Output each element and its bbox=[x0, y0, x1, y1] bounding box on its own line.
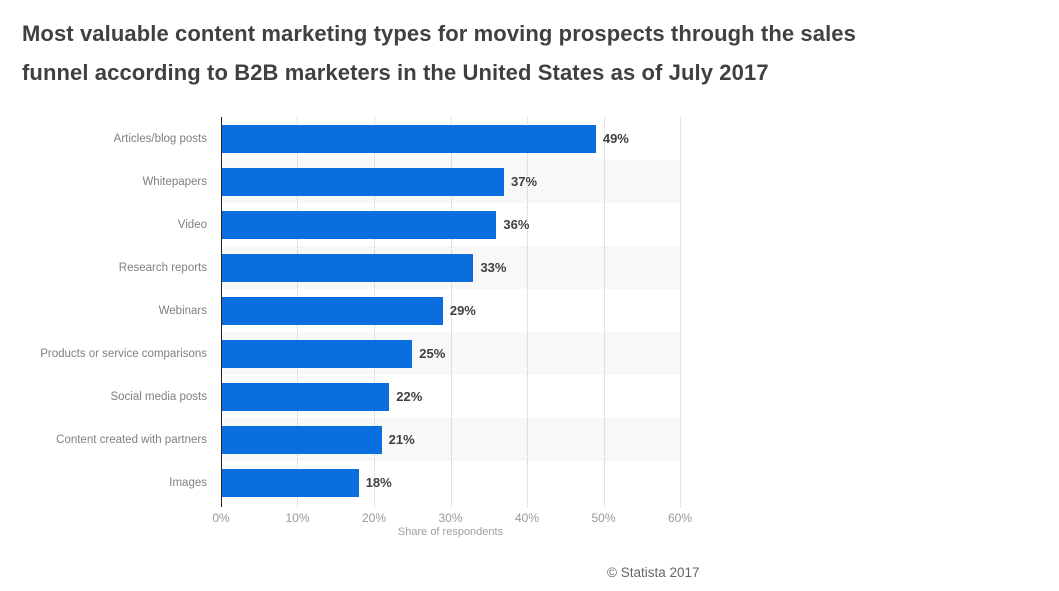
value-label: 21% bbox=[388, 432, 415, 447]
bar-track: 33% bbox=[221, 246, 680, 289]
copyright-note: © Statista 2017 bbox=[607, 565, 700, 580]
category-label: Video bbox=[177, 218, 207, 231]
tick-label: 30% bbox=[438, 511, 463, 525]
bar bbox=[221, 167, 505, 196]
chart-row: Research reports 33% bbox=[0, 246, 681, 289]
tick-label: 0% bbox=[212, 511, 230, 525]
value-label: 49% bbox=[602, 131, 629, 146]
bar-track: 21% bbox=[221, 418, 680, 461]
value-label: 25% bbox=[419, 346, 446, 361]
bar-track: 49% bbox=[221, 117, 680, 160]
category-label: Articles/blog posts bbox=[113, 132, 207, 145]
chart-title-line-1: Most valuable content marketing types fo… bbox=[22, 21, 856, 46]
bar-track: 22% bbox=[221, 375, 680, 418]
bar bbox=[221, 253, 474, 282]
x-axis-label: Share of respondents bbox=[397, 526, 504, 538]
bar bbox=[221, 425, 382, 454]
bar-track: 29% bbox=[221, 289, 680, 332]
chart-title-line-2: funnel according to B2B marketers in the… bbox=[22, 60, 769, 85]
category-label: Whitepapers bbox=[142, 175, 207, 188]
y-axis-line bbox=[221, 117, 222, 507]
bar bbox=[221, 124, 596, 153]
chart-title: Most valuable content marketing types fo… bbox=[0, 0, 1059, 92]
bar bbox=[221, 382, 390, 411]
category-label: Social media posts bbox=[110, 390, 207, 403]
tick-label: 50% bbox=[591, 511, 616, 525]
bar-track: 37% bbox=[221, 160, 680, 203]
tick-label: 60% bbox=[667, 511, 693, 525]
chart-row: Images 18% bbox=[0, 461, 681, 504]
bar bbox=[221, 210, 497, 239]
chart-row: Video 36% bbox=[0, 203, 681, 246]
x-axis-ticks: 0% 10% 20% 30% 40% 50% 60% bbox=[212, 504, 692, 525]
chart-row: Products or service comparisons 25% bbox=[0, 332, 681, 375]
bar-track: 25% bbox=[221, 332, 680, 375]
value-label: 36% bbox=[503, 217, 530, 232]
category-label: Content created with partners bbox=[56, 433, 207, 446]
chart-row: Webinars 29% bbox=[0, 289, 681, 332]
chart-row: Articles/blog posts 49% bbox=[0, 117, 681, 160]
tick-label: 10% bbox=[285, 511, 310, 525]
tick-label: 20% bbox=[361, 511, 386, 525]
chart-row: Whitepapers 37% bbox=[0, 160, 681, 203]
bar bbox=[221, 468, 359, 497]
category-label: Products or service comparisons bbox=[40, 347, 207, 360]
value-label: 29% bbox=[449, 303, 476, 318]
category-label: Research reports bbox=[118, 261, 207, 274]
bar bbox=[221, 296, 443, 325]
value-label: 18% bbox=[365, 475, 392, 490]
chart-row: Social media posts 22% bbox=[0, 375, 681, 418]
bar-chart: Articles/blog posts 49% Whitepapers 37% Vide… bbox=[0, 117, 1059, 538]
value-label: 22% bbox=[396, 389, 423, 404]
bar-track: 18% bbox=[221, 461, 680, 504]
value-label: 33% bbox=[480, 260, 507, 275]
bar bbox=[221, 339, 413, 368]
category-label: Images bbox=[169, 476, 207, 489]
category-label: Webinars bbox=[158, 304, 207, 317]
value-label: 37% bbox=[511, 174, 538, 189]
bar-rows: Articles/blog posts 49% Whitepapers 37% Vide… bbox=[0, 117, 681, 504]
tick-label: 40% bbox=[514, 511, 539, 525]
chart-row: Content created with partners 21% bbox=[0, 418, 681, 461]
plot-area: Articles/blog posts 49% Whitepapers 37% Vide… bbox=[0, 117, 681, 508]
bar-track: 36% bbox=[221, 203, 680, 246]
